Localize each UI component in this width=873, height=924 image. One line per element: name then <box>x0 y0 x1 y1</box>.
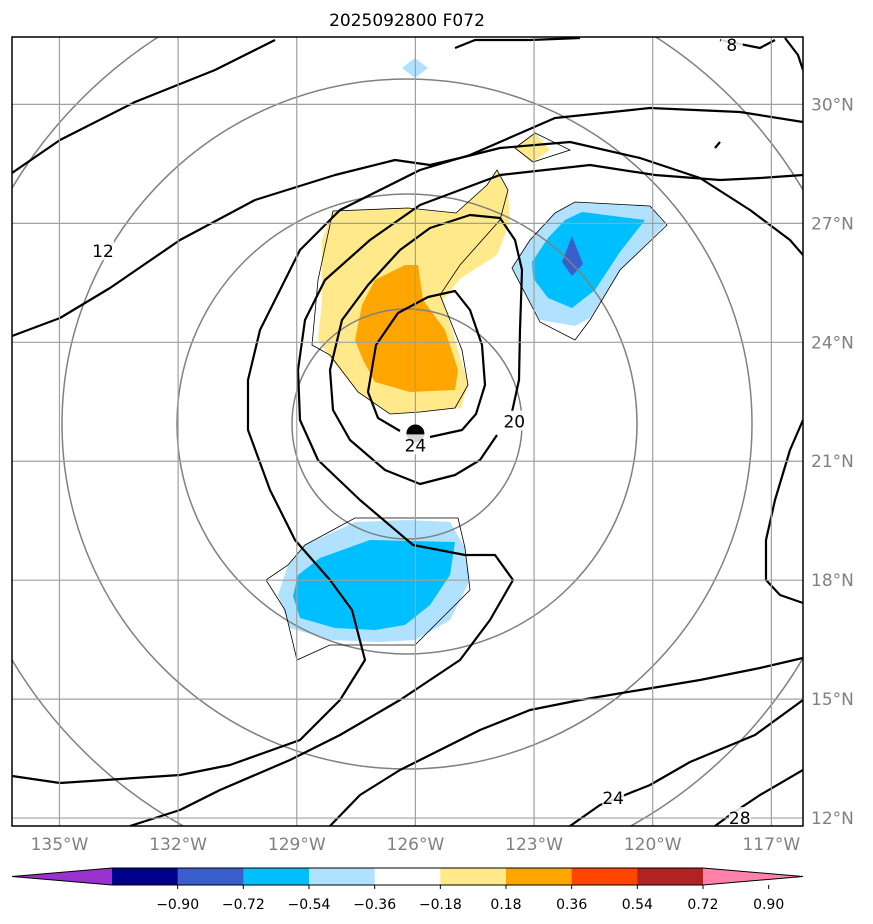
y-tick-label: 30°N <box>811 95 854 115</box>
contour-lines <box>12 37 803 826</box>
colorbar-segment <box>571 868 638 885</box>
y-tick-labels: 30°N 27°N 24°N 21°N 18°N 15°N 12°N <box>811 95 854 829</box>
colorbar-extend-max <box>703 868 803 885</box>
colorbar-segment <box>177 868 244 885</box>
x-tick-label: 132°W <box>149 835 207 855</box>
contour-inner-spiral <box>129 163 803 826</box>
contour-tiny <box>714 141 721 149</box>
y-tick-label: 15°N <box>811 690 854 710</box>
range-ring-6 <box>176 193 638 655</box>
colorbar-tick-label: −0.54 <box>288 897 331 913</box>
x-tick-label: 117°W <box>742 835 800 855</box>
contour-labels: 8 12 24 20 24 28 <box>91 33 751 829</box>
contour-mid-2 <box>12 39 276 174</box>
colorbar-outline <box>11 867 804 886</box>
colorbar-extend-min <box>12 868 112 885</box>
outline-small-pos <box>514 132 572 163</box>
colorbar-tick-label: −0.18 <box>419 897 462 913</box>
x-tick-label: 126°W <box>387 835 445 855</box>
negative-shade-sw <box>293 540 455 630</box>
negative-shade-ne-dark <box>562 236 583 276</box>
contour-label: 24 <box>602 789 624 809</box>
contour-spiral <box>12 106 803 785</box>
outline-positive <box>311 169 509 415</box>
colorbar-tick-label: 0.90 <box>753 897 784 913</box>
contour-south-1 <box>329 656 803 826</box>
contour-label: 12 <box>92 242 114 262</box>
colorbar-tick-label: −0.36 <box>353 897 396 913</box>
x-tick-label: 123°W <box>505 835 563 855</box>
colorbar-segment <box>374 868 441 885</box>
contour-label-bg <box>404 434 427 455</box>
positive-shade-orange <box>355 265 458 392</box>
x-tick-label: 129°W <box>268 835 326 855</box>
contour-south-2 <box>569 699 803 826</box>
x-tick-labels: 135°W 132°W 129°W 126°W 123°W 120°W 117°W <box>31 835 801 855</box>
contour-label-bg <box>602 787 625 808</box>
contour-label-bg <box>503 410 526 431</box>
colorbar-tick-label: 0.36 <box>556 897 587 913</box>
colorbar-tick-label: −0.90 <box>156 897 199 913</box>
colorbar-segment <box>637 868 704 885</box>
colorbar-segment <box>243 868 310 885</box>
chart-title: 2025092800 F072 <box>329 11 485 31</box>
colorbar-tick-label: −0.72 <box>222 897 265 913</box>
negative-shade-ne <box>532 212 645 308</box>
colorbar-segment <box>309 868 376 885</box>
range-ring-9 <box>61 78 753 770</box>
colorbar-segment <box>506 868 573 885</box>
contour-label-bg <box>91 240 114 261</box>
contour-mid-3 <box>454 37 581 50</box>
contour-label: 20 <box>503 413 525 433</box>
contour-outer-east <box>764 419 803 605</box>
contour-label-bg <box>720 33 743 54</box>
x-tick-label: 135°W <box>31 835 89 855</box>
outline-ne <box>511 201 668 341</box>
colorbar-segment <box>112 868 179 885</box>
x-tick-label: 120°W <box>624 835 682 855</box>
contour-label: 8 <box>726 36 737 56</box>
shade-outlines <box>265 132 668 661</box>
y-tick-label: 21°N <box>811 452 854 472</box>
y-tick-label: 18°N <box>811 571 854 591</box>
contour-24-core <box>366 289 487 439</box>
contour-20 <box>328 213 524 486</box>
y-tick-label: 27°N <box>811 214 854 234</box>
contour-label: 28 <box>729 809 751 829</box>
colorbar-segment <box>440 868 507 885</box>
colorbar-tick-label: 0.54 <box>622 897 653 913</box>
map-area <box>12 37 803 826</box>
contour-label: 24 <box>405 436 427 456</box>
contour-label-bg <box>728 807 751 828</box>
map-frame <box>11 36 804 827</box>
colorbar: −0.90 −0.72 −0.54 −0.36 −0.18 0.18 0.36 0.54 0.7… <box>11 867 804 913</box>
contour-south-3 <box>714 769 803 826</box>
y-tick-label: 24°N <box>811 333 854 353</box>
colorbar-tick-label: 0.18 <box>490 897 521 913</box>
colorbar-tick-label: 0.72 <box>687 897 718 913</box>
y-tick-label: 12°N <box>811 809 854 829</box>
